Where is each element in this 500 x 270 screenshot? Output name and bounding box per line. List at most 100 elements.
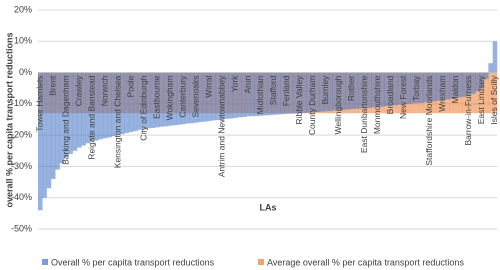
bar: [427, 72, 433, 102]
bar: [397, 72, 402, 105]
bar: [224, 72, 229, 119]
bar: [198, 72, 203, 123]
bar: [488, 72, 493, 114]
bar: [172, 72, 177, 126]
bar: [319, 72, 324, 112]
legend-label: Overall % per capita transport reduction…: [51, 257, 215, 267]
bar: [419, 72, 424, 103]
bar: [133, 72, 138, 132]
x-tick-label: Maldon: [450, 75, 460, 103]
legend-swatch: [258, 259, 264, 265]
bar: [115, 72, 121, 136]
bar: [492, 72, 498, 114]
bar: [176, 72, 182, 125]
bar: [440, 72, 446, 101]
legend-swatch: [42, 259, 48, 265]
bar: [380, 72, 385, 107]
x-tick-label: East Dunbartonshire: [359, 75, 369, 153]
bar: [89, 72, 95, 142]
bar: [471, 72, 476, 94]
bar: [445, 72, 450, 100]
bar: [46, 72, 52, 189]
x-tick-label: Torbay: [411, 75, 421, 101]
bar: [410, 72, 415, 104]
bar: [159, 72, 164, 127]
x-tick-label: Fenland: [281, 75, 291, 106]
x-tick-label: East Lindsey: [476, 75, 486, 124]
x-tick-label: Norwich: [99, 75, 109, 106]
bar: [180, 72, 186, 125]
y-tick-label: -40%: [11, 192, 32, 202]
bar: [453, 72, 459, 99]
bar: [423, 72, 428, 103]
bar: [85, 72, 91, 144]
x-tick-label: Tower Hamlets: [34, 76, 44, 132]
bar: [492, 41, 498, 73]
bar: [449, 72, 454, 99]
x-tick-label: Staffordshire Moorlands: [424, 76, 434, 166]
bar: [228, 72, 234, 119]
bar: [102, 72, 108, 139]
bar: [475, 72, 480, 114]
bar: [466, 72, 472, 96]
bar: [475, 72, 480, 92]
bar: [406, 72, 411, 105]
y-tick-label: -50%: [11, 223, 32, 233]
bar: [375, 72, 381, 107]
x-tick-label: Sevenoaks: [190, 76, 200, 118]
bar: [59, 72, 65, 164]
bar: [276, 72, 281, 115]
bar: [206, 72, 212, 122]
x-tick-label: Crawley: [73, 75, 83, 106]
bar: [293, 72, 299, 114]
bar: [193, 72, 199, 123]
y-tick-label: 10%: [14, 36, 32, 46]
x-tick-label: Arun: [242, 75, 252, 93]
x-tick-label: Rother: [346, 75, 356, 101]
bar: [211, 72, 216, 121]
x-tick-label: Isles of Scilly: [489, 75, 499, 125]
x-tick-label: Brent: [47, 75, 57, 96]
bar: [146, 72, 151, 129]
y-tick-label: -10%: [11, 98, 32, 108]
bar: [263, 72, 268, 116]
x-tick-label: Poole: [125, 75, 135, 97]
bar: [414, 72, 420, 104]
x-tick-label: Wellingborough: [333, 75, 343, 134]
bar: [345, 72, 350, 110]
x-tick-label: Monmouthshire: [372, 75, 382, 134]
y-tick-label: 0%: [19, 67, 32, 77]
bar: [284, 72, 290, 114]
bar: [362, 72, 368, 109]
bar: [358, 72, 363, 109]
bar: [72, 72, 78, 151]
bar: [42, 72, 47, 198]
bar: [349, 72, 355, 110]
bar: [150, 72, 156, 128]
x-tick-label: Kensington and Chelsea: [112, 75, 122, 168]
bar: [202, 72, 208, 122]
bar: [315, 72, 320, 112]
x-tick-label: Antrim and Newtownabbey: [216, 75, 226, 177]
bar: [241, 72, 247, 117]
x-tick-label: Barrow-in-Furness: [463, 76, 473, 146]
bar: [488, 63, 493, 73]
bar: [462, 72, 467, 97]
bar: [323, 72, 329, 112]
bar: [432, 72, 437, 102]
bar: [341, 72, 346, 110]
x-tick-label: Barking and Dagenham: [60, 76, 70, 165]
bar: [254, 72, 260, 117]
y-tick-label: 20%: [14, 4, 32, 14]
bar: [237, 72, 242, 118]
x-tick-label: Eastbourne: [151, 75, 161, 119]
bar: [137, 72, 143, 130]
bar: [258, 72, 264, 116]
bar: [215, 72, 221, 121]
x-tick-label: Midlothian: [255, 75, 265, 114]
x-tick-label: Wrexham: [437, 76, 447, 112]
bar: [306, 72, 312, 113]
bar: [245, 72, 251, 117]
